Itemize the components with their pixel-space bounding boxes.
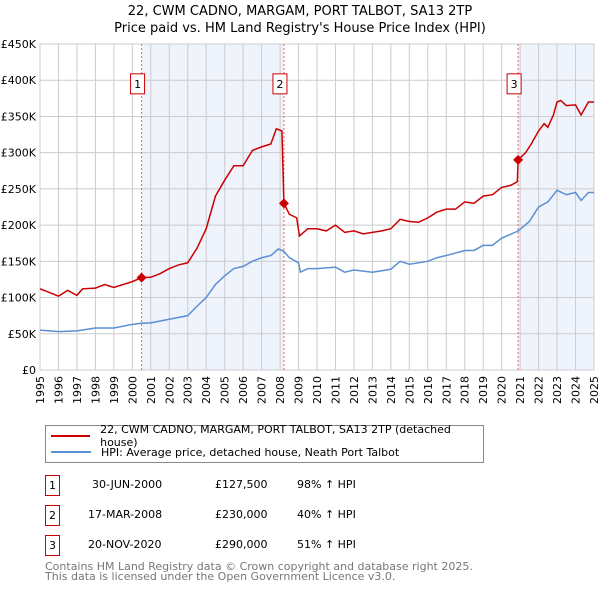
sale-marker-box: 2 [45, 505, 60, 526]
x-tick-label: 2010 [311, 376, 324, 404]
sale-price: £127,500 [215, 478, 268, 491]
x-tick-label: 2006 [237, 376, 250, 404]
sale-date: 17-MAR-2008 [88, 508, 163, 521]
y-tick-label: £300K [1, 147, 37, 160]
sale-hpi: 51% ↑ HPI [297, 538, 356, 551]
sale-label: 1 [134, 78, 141, 91]
y-tick-label: £250K [1, 183, 37, 196]
hpi-line [39, 189, 594, 333]
x-tick-label: 1996 [52, 376, 65, 404]
sale-date: 20-NOV-2020 [88, 538, 162, 551]
legend-swatch-red [51, 435, 91, 437]
sale-row: 3 20-NOV-2020 £290,000 51% ↑ HPI [45, 535, 495, 556]
y-tick-label: £400K [1, 74, 37, 87]
x-tick-label: 2003 [182, 376, 195, 404]
sale-row: 2 17-MAR-2008 £230,000 40% ↑ HPI [45, 505, 495, 526]
x-tick-label: 2020 [496, 376, 509, 404]
legend-swatch-blue [51, 451, 91, 453]
x-tick-label: 2021 [514, 376, 527, 404]
x-tick-label: 2001 [145, 376, 158, 404]
x-tick-label: 2009 [293, 376, 306, 404]
chart-subtitle: Price paid vs. HM Land Registry's House … [114, 21, 486, 36]
y-tick-label: £200K [1, 219, 37, 232]
x-tick-label: 2015 [403, 376, 416, 404]
x-tick-label: 2017 [440, 376, 453, 404]
sale-point [513, 154, 524, 165]
footer-line: Contains HM Land Registry data © Crown c… [45, 560, 473, 573]
sale-hpi: 98% ↑ HPI [297, 478, 356, 491]
x-tick-label: 2004 [200, 376, 213, 404]
x-tick-label: 2019 [477, 376, 490, 404]
plot-border [39, 43, 595, 371]
sale-label-box [130, 73, 146, 95]
y-tick-label: £0 [22, 364, 36, 377]
sale-label-box [272, 73, 288, 95]
sale-point [136, 272, 147, 283]
x-tick-label: 1999 [108, 376, 121, 404]
plot-area: 1995 1996 1997 1998 1999 2000 2001 2002 2003 2004… [1, 38, 600, 404]
x-tick-label: 2012 [348, 376, 361, 404]
sale-date: 30-JUN-2000 [92, 478, 163, 491]
legend: 22, CWM CADNO, MARGAM, PORT TALBOT, SA13… [45, 423, 484, 463]
legend-label: 22, CWM CADNO, MARGAM, PORT TALBOT, SA13… [100, 423, 451, 449]
x-tick-label: 2024 [570, 376, 583, 404]
legend-label: HPI: Average price, detached house, Neat… [101, 445, 400, 459]
x-tick-label: 1997 [71, 376, 84, 404]
y-tick-label: £450K [1, 38, 37, 51]
sale-label: 3 [511, 78, 518, 91]
x-tick-label: 2016 [422, 376, 435, 404]
x-tick-label: 2011 [329, 376, 342, 404]
y-tick-label: £150K [1, 255, 37, 268]
x-tick-label: 1998 [89, 376, 102, 404]
sale-price: £230,000 [215, 508, 268, 521]
x-tick-label: 2008 [274, 376, 287, 404]
x-tick-label: 1995 [34, 376, 47, 404]
legend-item-property: 22, CWM CADNO, MARGAM, PORT TALBOT, SA13… [46, 423, 483, 449]
y-tick-label: £350K [1, 110, 37, 123]
sale-hpi: 40% ↑ HPI [297, 508, 356, 521]
sale-label: 2 [276, 78, 283, 91]
x-tick-label: 2002 [163, 376, 176, 404]
x-tick-label: 2014 [385, 376, 398, 404]
footer: Contains HM Land Registry data © Crown c… [45, 560, 473, 583]
shaded-period [518, 44, 594, 370]
x-tick-label: 2022 [533, 376, 546, 404]
x-tick-label: 2005 [219, 376, 232, 404]
sale-price: £290,000 [215, 538, 268, 551]
x-tick-label: 2013 [366, 376, 379, 404]
footer-line: This data is licensed under the Open Gov… [45, 570, 396, 583]
x-tick-label: 2007 [256, 376, 269, 404]
sale-marker-box: 1 [45, 475, 60, 496]
legend-item-hpi: HPI: Average price, detached house, Neat… [46, 444, 399, 460]
sale-label-box [506, 73, 522, 95]
sale-row: 1 30-JUN-2000 £127,500 98% ↑ HPI [45, 475, 495, 496]
x-tick-label: 2025 [588, 376, 600, 404]
y-tick-label: £100K [1, 292, 37, 305]
y-tick-label: £50K [8, 328, 37, 341]
x-tick-label: 2000 [126, 376, 139, 404]
chart-title: 22, CWM CADNO, MARGAM, PORT TALBOT, SA13… [127, 4, 473, 19]
x-tick-label: 2023 [551, 376, 564, 404]
x-tick-label: 2018 [459, 376, 472, 404]
sale-marker-box: 3 [45, 535, 60, 556]
sale-point [278, 198, 289, 209]
